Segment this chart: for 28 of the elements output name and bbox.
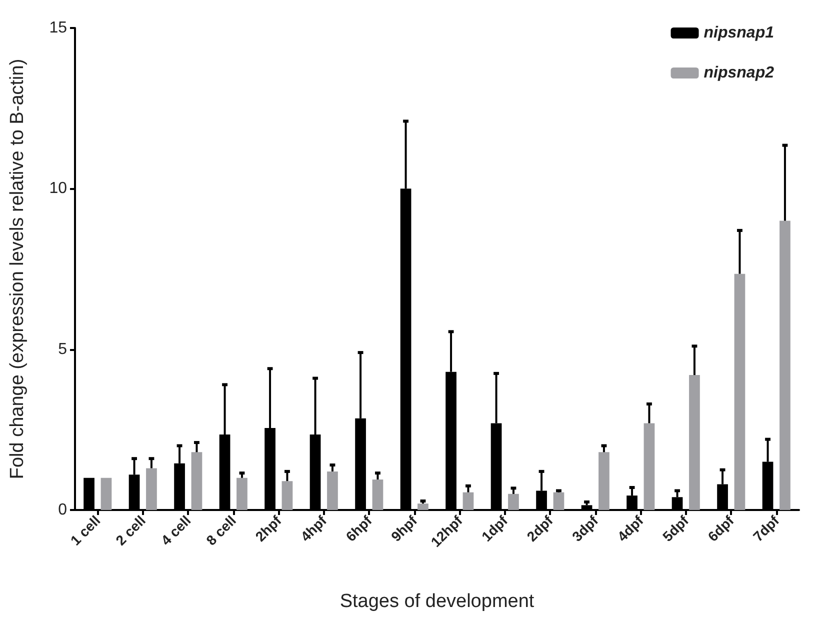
bar [418,504,428,510]
y-tick-label: 0 [58,502,68,518]
bar [689,375,700,510]
y-tick-label: 10 [49,180,68,198]
bar [780,220,790,510]
bar [734,274,746,510]
x-tick-label: 2 cell [112,512,149,548]
bar [236,478,248,510]
bar [462,492,474,510]
bar [598,452,610,510]
x-tick-label: 4 cell [158,512,194,548]
bar [553,492,564,510]
y-tick-label: 15 [49,20,68,36]
bar [644,423,655,510]
y-axis-title: Fold change (expression levels relative to B-actin) [7,58,28,480]
bar [100,478,112,510]
bar [191,452,202,510]
bar [282,481,293,510]
x-tick-label: 8 cell [202,512,240,548]
legend-label: nipsnap2 [704,64,774,82]
legend-label: nipsnap1 [704,24,774,42]
bar [146,468,157,510]
bar [508,494,519,510]
x-tick-label: 1 cell [67,512,104,548]
y-tick-label: 5 [58,340,68,358]
bar [372,479,384,510]
x-axis-title: Stages of development [340,591,535,612]
bar [327,471,338,510]
